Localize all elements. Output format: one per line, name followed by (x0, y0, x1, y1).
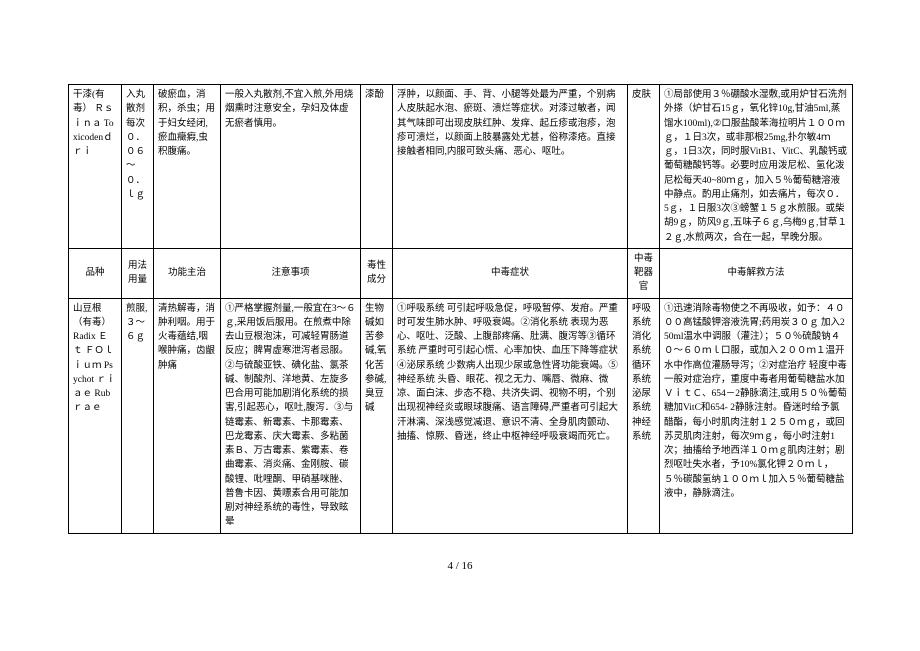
medicine-table: 干漆(有毒） Ｒｓｉｎａ Toxicodenｄｒｉ 入丸散剂每次 ０．０６～０．… (68, 84, 853, 534)
cell-notes: 一般入丸散剂,不宜入煎,外用烧烟熏时注意安全，孕妇及体虚无瘀者慎用。 (221, 85, 361, 249)
page-number: 4 / 16 (68, 560, 852, 572)
cell-target: 呼吸系统消化系统循环系统泌尿系统神经系统 (628, 298, 660, 533)
cell-function: 清热解毒，消肿利咽。用于火毒蕴结,咽喉肿痛，齿龈肿痛 (154, 298, 221, 533)
header-toxin: 毒性成分 (361, 248, 393, 298)
header-notes: 注意事项 (221, 248, 361, 298)
header-rescue: 中毒解救方法 (660, 248, 853, 298)
table-row: 山豆根（有毒）Radix Ｅｔ ＦＯｌｉｕｍ Psychot ｒｉａｅ Rubｒ… (69, 298, 853, 533)
cell-name: 干漆(有毒） Ｒｓｉｎａ Toxicodenｄｒｉ (69, 85, 122, 249)
cell-dosage: 入丸散剂每次 ０．０６～０．ｌｇ (122, 85, 154, 249)
header-target: 中毒靶器官 (628, 248, 660, 298)
cell-target: 皮肤 (628, 85, 660, 249)
cell-rescue: ①迅速消除毒物使之不再吸收，如予：４０００高锰酸钾溶液洗胃;药用炭３０ｇ 加入2… (660, 298, 853, 533)
header-symptoms: 中毒症状 (393, 248, 628, 298)
cell-name: 山豆根（有毒）Radix Ｅｔ ＦＯｌｉｕｍ Psychot ｒｉａｅ Rubｒ… (69, 298, 122, 533)
cell-dosage: 煎服,３～６ｇ (122, 298, 154, 533)
cell-notes: ①严格掌握剂量,一般宜在3～６ｇ,采用饭后服用。在煎煮中除去山豆根泡沫，可减轻胃… (221, 298, 361, 533)
header-variety: 品种 (69, 248, 122, 298)
cell-rescue: ①局部使用３％硼酸水湿敷,或用炉甘石洗剂外搽（炉甘石15ｇ，氧化锌10g,甘油5… (660, 85, 853, 249)
cell-toxin: 生物碱如苦参碱,氧化苦参碱,臭豆碱 (361, 298, 393, 533)
header-function: 功能主治 (154, 248, 221, 298)
cell-symptoms: 浮肿，以颜面、手、背、小腿等处最为严重，个别病人皮肤起水泡、瘀斑、溃烂等症状。对… (393, 85, 628, 249)
table-header-row: 品种 用法用量 功能主治 注意事项 毒性成分 中毒症状 中毒靶器官 中毒解救方法 (69, 248, 853, 298)
header-dosage: 用法用量 (122, 248, 154, 298)
table-row: 干漆(有毒） Ｒｓｉｎａ Toxicodenｄｒｉ 入丸散剂每次 ０．０６～０．… (69, 85, 853, 249)
cell-toxin: 漆酚 (361, 85, 393, 249)
cell-function: 破瘀血，消积，杀虫；用于妇女经闭,瘀血癥瘕,虫积腹痛。 (154, 85, 221, 249)
cell-symptoms: ①呼吸系统 可引起呼吸急促，呼吸暂停、发疳。严重时可发生肺水肿、呼吸衰竭。②消化… (393, 298, 628, 533)
